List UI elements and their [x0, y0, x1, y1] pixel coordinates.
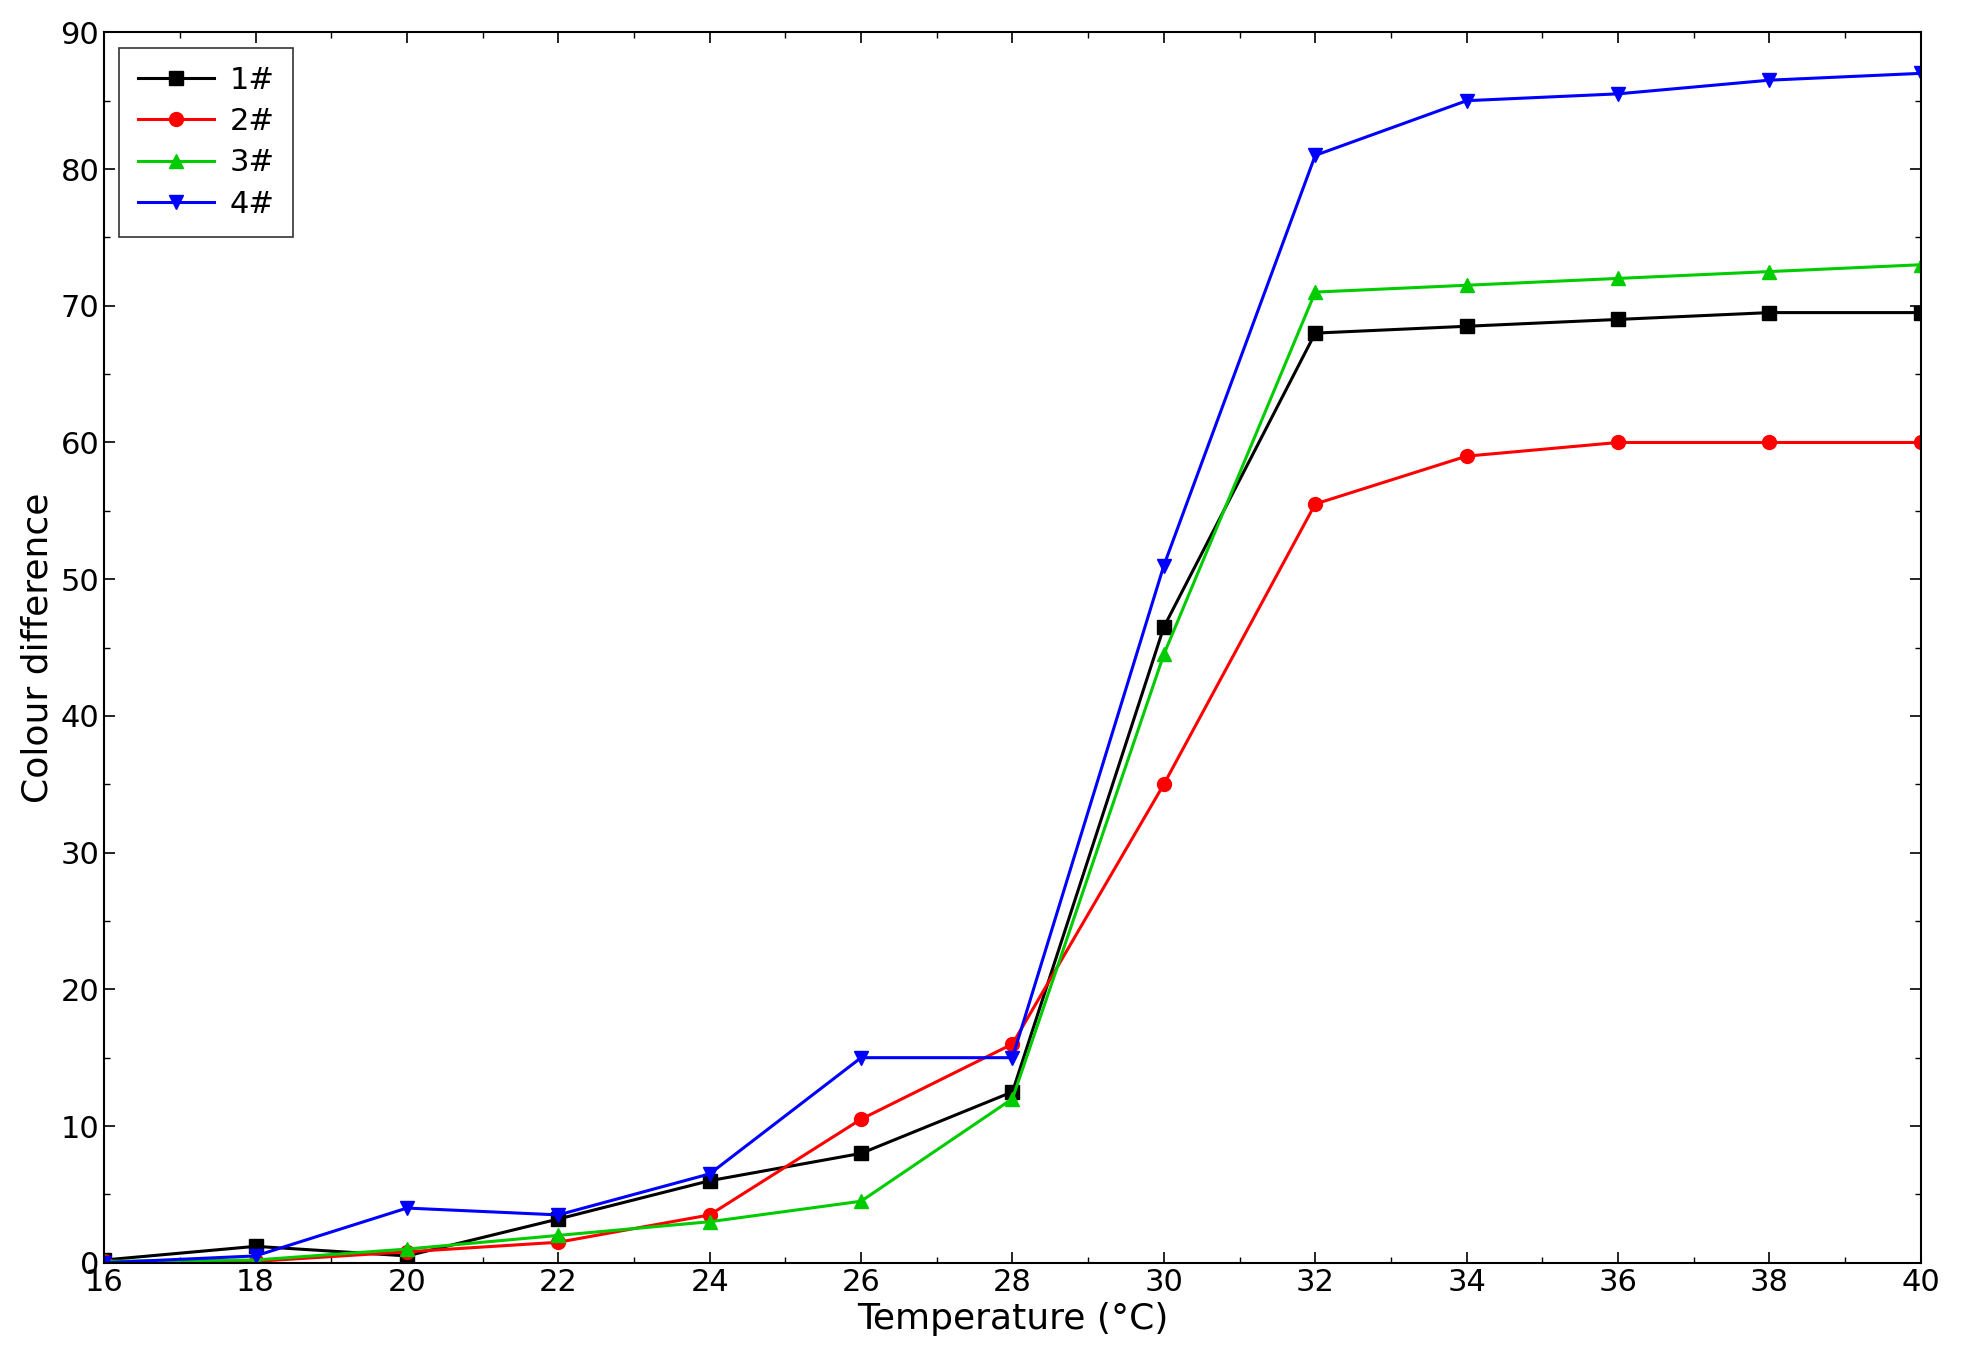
Line: 2#: 2#	[98, 436, 1928, 1269]
4#	[1606, 85, 1630, 102]
4#	[1757, 72, 1781, 88]
1#	[849, 1145, 873, 1162]
4#	[92, 1255, 116, 1272]
3#	[394, 1240, 418, 1257]
1#	[1304, 324, 1328, 341]
3#	[1304, 284, 1328, 300]
1#	[1908, 304, 1932, 320]
1#	[394, 1248, 418, 1265]
1#	[243, 1238, 267, 1254]
X-axis label: Temperature (°C): Temperature (°C)	[857, 1303, 1169, 1337]
3#	[1757, 263, 1781, 280]
2#	[1455, 448, 1479, 464]
1#	[1606, 311, 1630, 327]
2#	[547, 1234, 571, 1250]
Line: 3#: 3#	[98, 258, 1928, 1269]
2#	[849, 1111, 873, 1128]
3#	[849, 1193, 873, 1209]
3#	[243, 1253, 267, 1269]
1#	[92, 1253, 116, 1269]
3#	[1000, 1091, 1024, 1107]
4#	[698, 1166, 722, 1182]
3#	[698, 1213, 722, 1229]
1#	[1757, 304, 1781, 320]
4#	[1151, 558, 1175, 574]
3#	[92, 1254, 116, 1270]
1#	[1455, 318, 1479, 334]
2#	[698, 1206, 722, 1223]
4#	[1304, 147, 1328, 163]
1#	[547, 1210, 571, 1227]
2#	[92, 1254, 116, 1270]
Line: 1#: 1#	[98, 305, 1928, 1267]
Legend: 1#, 2#, 3#, 4#: 1#, 2#, 3#, 4#	[120, 47, 292, 237]
1#	[698, 1172, 722, 1189]
2#	[1151, 776, 1175, 792]
4#	[1000, 1049, 1024, 1065]
2#	[1908, 434, 1932, 451]
3#	[1455, 277, 1479, 293]
Y-axis label: Colour difference: Colour difference	[22, 493, 55, 803]
Line: 4#: 4#	[98, 66, 1928, 1270]
2#	[1000, 1035, 1024, 1052]
4#	[849, 1049, 873, 1065]
2#	[243, 1254, 267, 1270]
4#	[1908, 65, 1932, 81]
2#	[394, 1243, 418, 1259]
2#	[1757, 434, 1781, 451]
3#	[1908, 256, 1932, 273]
3#	[1151, 646, 1175, 662]
3#	[547, 1227, 571, 1243]
2#	[1606, 434, 1630, 451]
1#	[1000, 1084, 1024, 1101]
4#	[547, 1206, 571, 1223]
2#	[1304, 495, 1328, 512]
4#	[243, 1248, 267, 1265]
1#	[1151, 619, 1175, 635]
4#	[394, 1200, 418, 1216]
3#	[1606, 270, 1630, 286]
4#	[1455, 92, 1479, 109]
